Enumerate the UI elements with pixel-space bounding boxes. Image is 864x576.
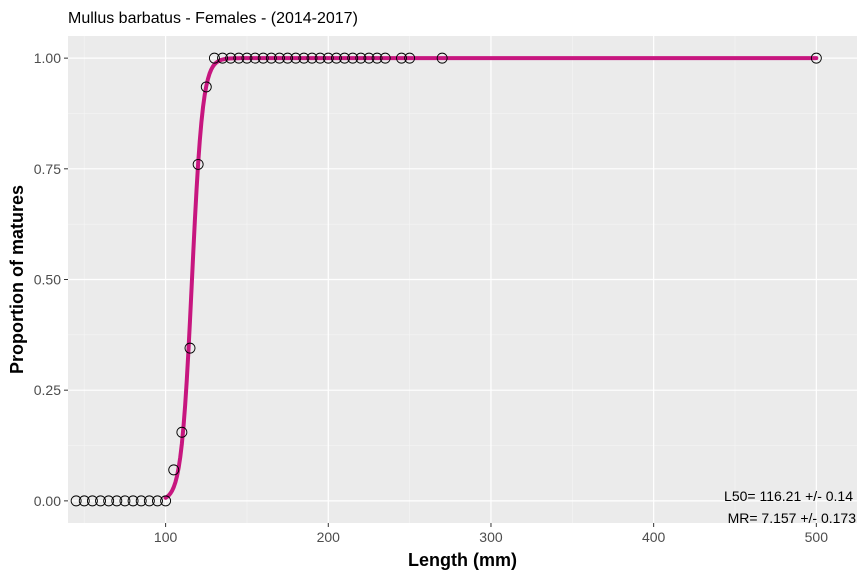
data-point [396,52,407,64]
data-point [241,52,253,64]
data-point [233,52,245,64]
data-point [208,52,220,64]
data-point [347,52,359,64]
data-point [160,495,172,507]
data-point [810,52,822,64]
y-tick-label: 0.50 [34,272,61,288]
data-point [290,52,302,64]
data-point [127,495,139,507]
data-point [339,52,351,64]
data-point [379,52,391,64]
data-point [95,495,106,507]
data-point [265,52,277,64]
data-point [184,342,196,354]
x-tick-label: 500 [805,529,829,545]
x-axis-title: Length (mm) [408,550,517,570]
data-point [200,81,212,93]
y-axis-title: Proportion of matures [7,185,27,374]
data-point [257,52,269,64]
data-point [103,495,115,507]
data-point [314,52,326,64]
axis-ticks [64,57,817,527]
mr-annotation: MR= 7.157 +/- 0.173 [728,510,857,526]
data-point [192,158,204,170]
x-tick-label: 300 [479,529,503,545]
data-point [306,52,318,64]
y-tick-label: 0.75 [34,161,61,177]
data-point [330,52,342,64]
points-layer [70,52,822,507]
tick-labels: 100 200 300 400 500 0.00 0.25 0.50 0.75 1.00 [34,50,828,545]
data-point [70,495,82,507]
y-tick-label: 0.25 [34,382,61,398]
data-point [176,426,188,438]
data-point [168,464,180,476]
data-point [143,495,155,507]
data-point [322,52,334,64]
x-tick-label: 400 [642,529,666,545]
data-point [217,52,228,64]
data-point [363,52,375,64]
y-tick-label: 0.00 [34,493,61,509]
data-point [135,495,147,507]
data-point [225,52,237,64]
y-tick-label: 1.00 [34,50,61,66]
data-point [119,495,131,507]
data-point [404,52,416,64]
chart-title: Mullus barbatus - Females - (2014-2017) [68,10,358,27]
data-point [436,52,448,64]
data-point [152,495,163,507]
l50-annotation: L50= 116.21 +/- 0.14 [724,488,853,504]
x-tick-label: 200 [317,529,341,545]
data-point [282,52,294,64]
data-point [78,495,90,507]
data-point [249,52,261,64]
data-point [86,495,98,507]
x-tick-label: 100 [154,529,178,545]
data-point [111,495,123,507]
data-point [371,52,383,64]
data-point [355,52,367,64]
data-point [274,52,285,64]
data-point [298,52,310,64]
